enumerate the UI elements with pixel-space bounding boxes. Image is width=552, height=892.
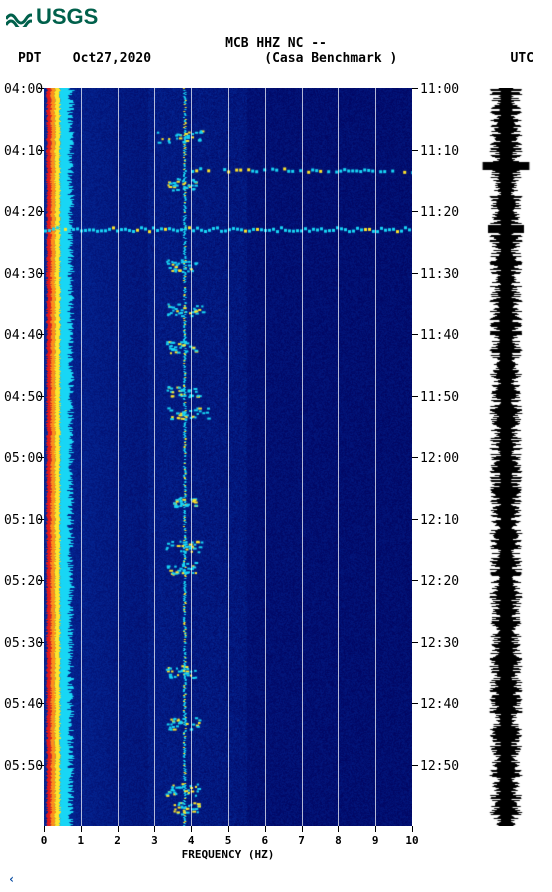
time-tick-left: 04:10	[4, 144, 43, 159]
usgs-logo: USGS	[6, 4, 98, 30]
chart-header: MCB HHZ NC -- PDT Oct27,2020 (Casa Bench…	[0, 36, 552, 66]
station-id: MCB HHZ NC --	[0, 36, 552, 51]
freq-tick: 0	[41, 834, 48, 847]
freq-tick: 10	[405, 834, 418, 847]
time-tick-left: 05:20	[4, 574, 43, 589]
freq-tick: 5	[225, 834, 232, 847]
freq-tick: 2	[114, 834, 121, 847]
freq-tick: 8	[335, 834, 342, 847]
date: Oct27,2020	[73, 51, 151, 66]
time-tick-right: 11:30	[420, 267, 459, 282]
time-tick-left: 05:50	[4, 759, 43, 774]
time-tick-right: 11:50	[420, 390, 459, 405]
waveform-canvas	[470, 88, 542, 826]
time-tick-right: 11:00	[420, 82, 459, 97]
spectrogram-plot	[44, 88, 412, 826]
freq-tick: 3	[151, 834, 158, 847]
time-tick-left: 05:00	[4, 451, 43, 466]
waveform-plot	[470, 88, 542, 826]
time-tick-left: 04:00	[4, 82, 43, 97]
time-tick-right: 11:20	[420, 205, 459, 220]
time-tick-right: 11:10	[420, 144, 459, 159]
x-axis-label: FREQUENCY (HZ)	[44, 848, 412, 861]
wave-icon	[6, 7, 32, 27]
time-tick-right: 12:20	[420, 574, 459, 589]
freq-tick: 7	[298, 834, 305, 847]
time-tick-left: 05:10	[4, 513, 43, 528]
spectrogram-canvas	[44, 88, 412, 826]
time-tick-right: 12:50	[420, 759, 459, 774]
time-tick-left: 04:50	[4, 390, 43, 405]
time-tick-left: 05:30	[4, 636, 43, 651]
time-tick-right: 12:10	[420, 513, 459, 528]
time-tick-right: 12:40	[420, 697, 459, 712]
time-tick-left: 04:30	[4, 267, 43, 282]
benchmark: (Casa Benchmark )	[264, 51, 397, 66]
time-tick-right: 12:00	[420, 451, 459, 466]
freq-tick: 9	[372, 834, 379, 847]
time-tick-left: 04:20	[4, 205, 43, 220]
time-tick-left: 04:40	[4, 328, 43, 343]
tz-right: UTC	[511, 51, 534, 66]
freq-tick: 4	[188, 834, 195, 847]
time-tick-right: 12:30	[420, 636, 459, 651]
tz-left: PDT	[18, 51, 41, 66]
logo-text: USGS	[36, 4, 98, 30]
time-tick-left: 05:40	[4, 697, 43, 712]
freq-tick: 6	[261, 834, 268, 847]
freq-tick: 1	[77, 834, 84, 847]
time-tick-right: 11:40	[420, 328, 459, 343]
caret-icon: ‹	[8, 872, 15, 886]
